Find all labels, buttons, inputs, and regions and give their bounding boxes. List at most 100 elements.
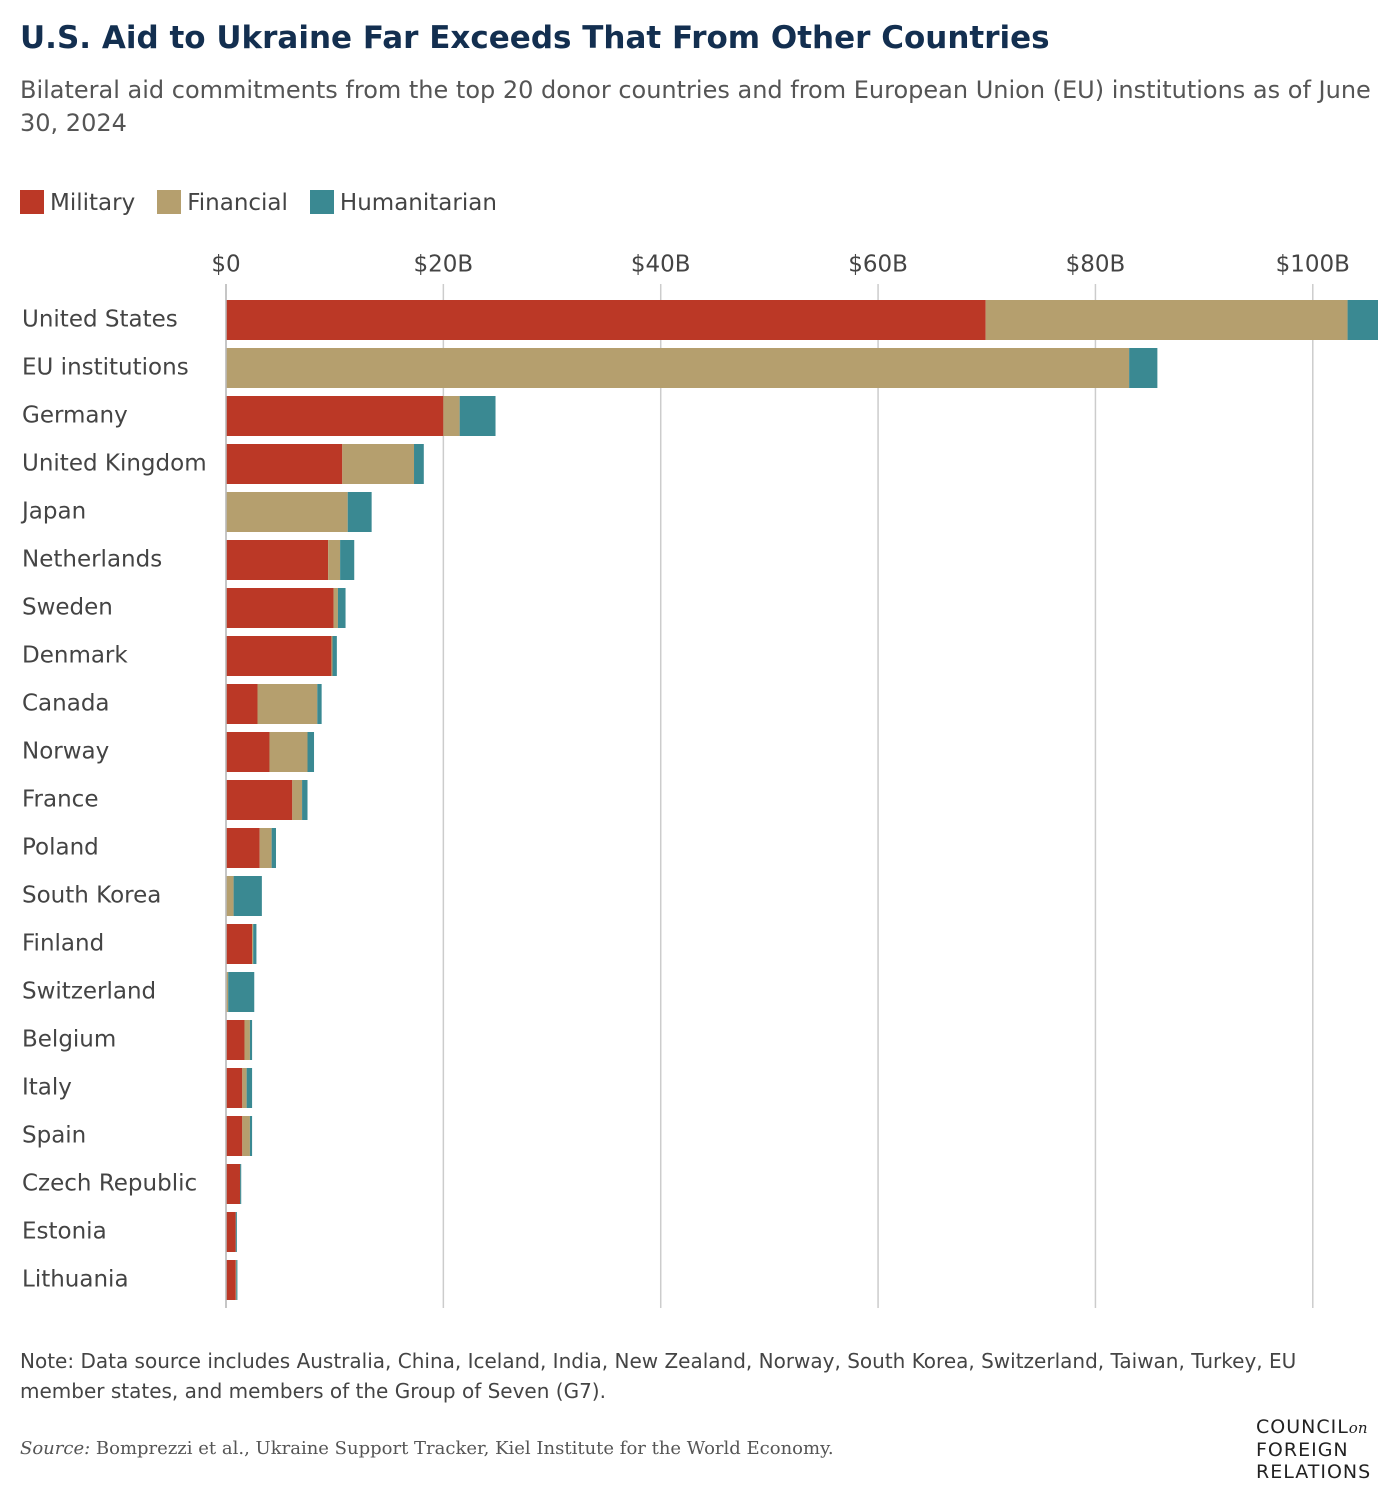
legend: Military Financial Humanitarian [20,190,497,216]
bar-segment [228,972,255,1012]
bar-segment [226,444,343,484]
bar-segment [226,876,234,916]
legend-item: Military [20,190,135,216]
x-tick-label: $80B [1066,252,1126,278]
x-tick-label: $0 [211,252,240,278]
bar-segment [443,396,460,436]
y-tick-label: Switzerland [22,979,156,1005]
bar-segment [333,588,338,628]
y-tick-label: Netherlands [22,547,162,573]
bar-segment [226,1020,245,1060]
bar-segment [337,588,346,628]
bar-segment [226,540,329,580]
bar-segment [1129,348,1158,388]
y-tick-label: Finland [22,931,104,957]
y-tick-label: United Kingdom [22,451,207,477]
source-text: Bomprezzi et al., Ukraine Support Tracke… [95,1438,834,1459]
bar-segment [347,492,372,532]
bar-segment [244,1020,250,1060]
legend-item: Financial [157,190,288,216]
bar-segment [226,636,332,676]
logo-text: FOREIGN [1256,1439,1349,1461]
x-tick-label: $40B [631,252,691,278]
y-tick-label: EU institutions [22,355,189,381]
y-tick-label: South Korea [22,883,161,909]
bar-segment [226,1260,236,1300]
bar-segment [242,1116,250,1156]
bar-segment [226,972,229,1012]
chart-subtitle: Bilateral aid commitments from the top 2… [20,76,1371,137]
y-tick-label: Poland [22,835,99,861]
note: Note: Data source includes Australia, Ch… [20,1349,1297,1403]
x-tick-label: $20B [414,252,474,278]
y-tick-label: United States [22,307,178,333]
logo-text: on [1348,1419,1368,1437]
bar-segment [226,396,444,436]
bar-segment [235,1260,237,1300]
legend-label: Military [50,190,136,216]
y-tick-label: France [22,787,98,813]
y-tick-label: Lithuania [22,1267,129,1293]
bar-segment [226,1212,236,1252]
bar-segment [292,780,303,820]
legend-swatch [309,190,334,214]
bar-segment [414,444,424,484]
bar-segment [317,684,322,724]
bar-segment [236,1260,238,1300]
bar-segment [302,780,308,820]
bar-segment [1347,300,1378,340]
bar-segment [226,348,1130,388]
y-tick-label: Italy [22,1075,72,1101]
x-tick-label: $60B [848,252,908,278]
bar-segment [259,828,272,868]
y-tick-label: Czech Republic [22,1171,197,1197]
y-tick-label: Norway [22,739,109,765]
y-tick-label: Sweden [22,595,113,621]
source: Source: Bomprezzi et al., Ukraine Suppor… [20,1438,834,1459]
bar-segment [985,300,1348,340]
bar-segment [226,828,260,868]
bar-segment [253,924,257,964]
bar-segment [226,588,334,628]
bar-segment [342,444,415,484]
bar-segment [252,924,254,964]
y-tick-label: Estonia [22,1219,107,1245]
bar-segment [226,1116,243,1156]
bar-segment [240,1164,242,1204]
bar-segment [459,396,496,436]
bar-segment [257,684,318,724]
bar-segment [226,1068,243,1108]
bar-segment [307,732,315,772]
bar-segment [226,684,258,724]
y-tick-label: Spain [22,1123,86,1149]
legend-label: Financial [187,190,288,216]
y-tick-label: Denmark [22,643,128,669]
bar-segment [340,540,355,580]
legend-swatch [20,190,44,214]
y-tick-label: Japan [20,499,86,525]
bar-segment [226,780,293,820]
bar-segment [332,636,337,676]
bar-segment [331,636,333,676]
y-tick-label: Germany [22,403,128,429]
bar-segment [246,1068,253,1108]
bar-segment [226,732,270,772]
bar-segment [226,1164,241,1204]
bar-segment [242,1068,247,1108]
source-label: Source: [20,1438,91,1459]
x-tick-label: $100B [1276,252,1350,278]
legend-swatch [157,190,182,214]
bar-segment [269,732,308,772]
bar-segment [271,828,276,868]
legend-label: Humanitarian [339,190,497,216]
y-tick-label: Canada [22,691,110,717]
bar-segment [233,876,262,916]
y-tick-label: Belgium [22,1027,116,1053]
logo-text: RELATIONS [1256,1461,1372,1483]
bar-segment [226,924,253,964]
legend-item: Humanitarian [309,190,497,216]
bar-segment [226,492,348,532]
logo: COUNCILon FOREIGN RELATIONS [1256,1416,1371,1483]
bar-segment [226,300,986,340]
